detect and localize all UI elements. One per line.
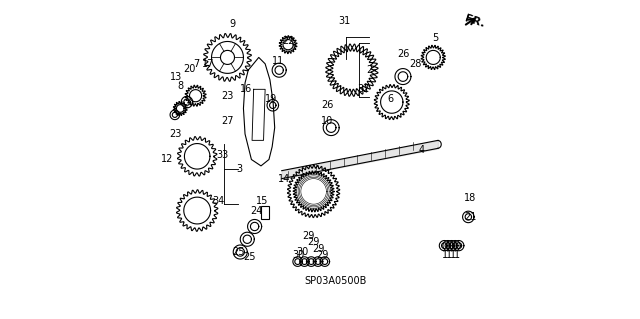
Text: 8: 8 <box>177 81 183 91</box>
Text: 1: 1 <box>454 250 461 260</box>
Text: 31: 31 <box>339 16 351 26</box>
Text: 30: 30 <box>292 250 305 260</box>
Text: 1: 1 <box>451 250 456 260</box>
Text: 19: 19 <box>265 94 277 104</box>
Text: 21: 21 <box>465 212 477 222</box>
Text: 15: 15 <box>256 196 268 206</box>
Text: 17: 17 <box>202 59 214 69</box>
Text: 1: 1 <box>446 250 452 260</box>
Text: FR.: FR. <box>463 14 486 30</box>
Text: 29: 29 <box>307 237 319 248</box>
Text: 29: 29 <box>317 250 329 260</box>
Text: 26: 26 <box>321 100 333 110</box>
Text: 30: 30 <box>297 247 309 257</box>
Text: 7: 7 <box>193 59 199 69</box>
Text: 32: 32 <box>358 84 370 94</box>
Text: 13: 13 <box>170 71 182 82</box>
Text: SP03A0500B: SP03A0500B <box>305 276 367 286</box>
Text: 34: 34 <box>212 196 225 206</box>
Text: 27: 27 <box>221 116 234 126</box>
Text: 5: 5 <box>432 33 438 43</box>
Text: 29: 29 <box>312 244 324 254</box>
Text: 33: 33 <box>216 150 228 160</box>
Text: 10: 10 <box>321 116 333 126</box>
Text: 4: 4 <box>419 145 425 155</box>
Text: 23: 23 <box>170 129 182 139</box>
Text: 25: 25 <box>232 247 244 257</box>
Text: 6: 6 <box>387 94 393 104</box>
Text: 24: 24 <box>250 205 262 216</box>
Text: 18: 18 <box>464 193 476 203</box>
Text: 14: 14 <box>278 174 291 184</box>
Text: 9: 9 <box>229 19 236 29</box>
Text: 22: 22 <box>282 36 294 47</box>
Text: 11: 11 <box>273 56 285 66</box>
Text: 20: 20 <box>184 63 196 74</box>
Text: 12: 12 <box>161 154 173 165</box>
Text: 29: 29 <box>302 231 314 241</box>
Text: 3: 3 <box>237 164 243 174</box>
Text: 2: 2 <box>367 65 373 75</box>
Bar <box>261 206 269 219</box>
Text: 16: 16 <box>240 84 252 94</box>
Text: 1: 1 <box>442 250 448 260</box>
Text: 26: 26 <box>397 49 410 59</box>
Text: 23: 23 <box>221 91 234 101</box>
Text: 25: 25 <box>243 252 255 262</box>
Text: 28: 28 <box>410 59 422 69</box>
